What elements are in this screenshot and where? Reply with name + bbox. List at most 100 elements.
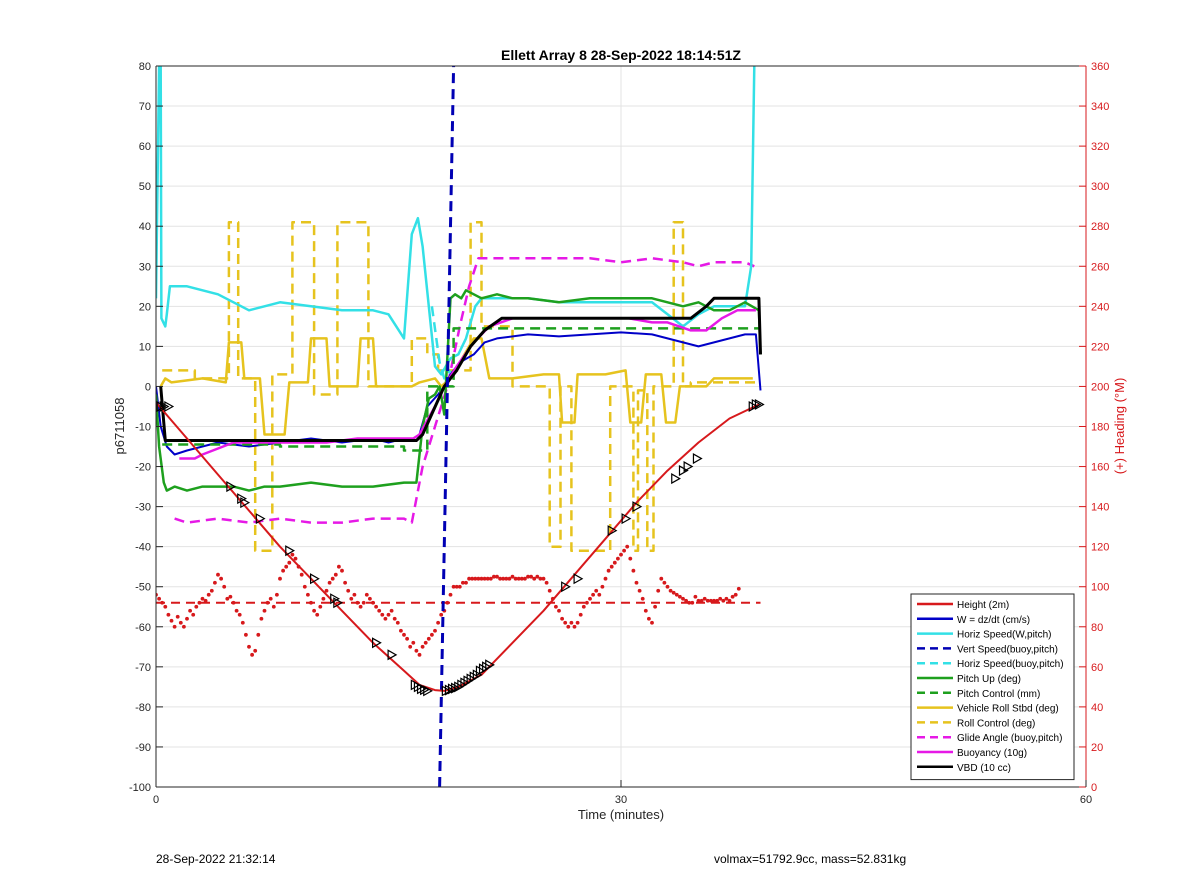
series-roll-control-deg <box>162 220 759 552</box>
height-marker <box>754 398 765 410</box>
heading-point <box>696 598 701 603</box>
legend-label: Horiz Speed(buoy,pitch) <box>957 659 1064 670</box>
heading-point <box>634 580 639 585</box>
heading-point <box>206 592 211 597</box>
y-tick-label-right: 340 <box>1091 101 1109 113</box>
y-tick-label: 10 <box>139 341 151 353</box>
heading-point <box>163 604 168 609</box>
heading-point <box>157 596 162 601</box>
y-tick-label: -50 <box>135 582 151 594</box>
heading-point <box>275 592 279 597</box>
heading-point <box>386 612 391 617</box>
y-tick-label: 80 <box>139 61 151 73</box>
heading-point <box>253 648 258 653</box>
y-tick-label: -100 <box>129 782 151 794</box>
heading-point <box>188 608 193 613</box>
heading-point <box>640 596 645 601</box>
heading-point <box>557 608 561 613</box>
heading-point <box>237 612 242 617</box>
y-axis-label-right: (+) Heading (°M) <box>1112 378 1127 475</box>
y-tick-label-right: 100 <box>1091 582 1109 594</box>
heading-point <box>222 584 227 589</box>
heading-point <box>333 572 338 577</box>
heading-point <box>327 580 332 585</box>
heading-point <box>643 608 648 613</box>
heading-point <box>609 564 614 569</box>
heading-point <box>482 576 487 581</box>
height-marker <box>416 683 427 695</box>
heading-point <box>736 586 741 591</box>
heading-point <box>687 600 692 605</box>
height-marker <box>159 400 170 412</box>
heading-point <box>439 612 444 617</box>
heading-point <box>637 588 642 593</box>
heading-point <box>665 584 670 589</box>
y-tick-label-right: 60 <box>1091 662 1103 674</box>
heading-point <box>569 620 574 625</box>
heading-point <box>650 620 654 625</box>
heading-point <box>240 620 245 625</box>
heading-point <box>516 576 521 581</box>
heading-point <box>405 636 409 641</box>
y-tick-label-right: 220 <box>1091 341 1109 353</box>
y-tick-label-right: 240 <box>1091 301 1109 313</box>
heading-point <box>374 604 378 609</box>
heading-point <box>389 608 394 613</box>
heading-point <box>519 576 524 581</box>
y-tick-label: -30 <box>135 502 151 514</box>
y-tick-label-right: 0 <box>1091 782 1097 794</box>
series-pitch-control-mm <box>162 327 759 452</box>
heading-point <box>191 612 196 617</box>
y-tick-label: 30 <box>139 261 151 273</box>
heading-point <box>473 576 478 581</box>
legend-label: Roll Control (deg) <box>957 718 1035 729</box>
heading-point <box>718 596 723 601</box>
footer-timestamp: 28-Sep-2022 21:32:14 <box>156 852 276 866</box>
heading-point <box>423 640 428 645</box>
legend-label: Glide Angle (buoy,pitch) <box>957 733 1062 744</box>
heading-point <box>436 620 440 625</box>
heading-point <box>507 576 512 581</box>
heading-point <box>724 596 729 601</box>
x-tick-label: 0 <box>153 794 159 806</box>
y-tick-label-right: 300 <box>1091 181 1109 193</box>
y-tick-label-right: 40 <box>1091 702 1103 714</box>
height-marker <box>573 573 584 585</box>
heading-point <box>284 564 289 569</box>
heading-point <box>433 628 437 633</box>
heading-point <box>262 608 267 613</box>
height-marker <box>607 525 618 537</box>
heading-point <box>504 576 509 581</box>
heading-point <box>727 598 732 603</box>
heading-point <box>693 594 698 599</box>
height-marker <box>751 398 762 410</box>
heading-point <box>628 556 633 561</box>
y-tick-label: -90 <box>135 742 151 754</box>
heading-point <box>228 594 233 599</box>
heading-point <box>185 616 189 621</box>
heading-point <box>563 620 568 625</box>
heading-point <box>597 592 602 597</box>
heading-point <box>488 576 493 581</box>
y-tick-label: 60 <box>139 141 151 153</box>
heading-point <box>426 636 431 641</box>
heading-point <box>715 598 719 603</box>
heading-point <box>281 568 285 573</box>
height-marker <box>683 461 694 473</box>
heading-point <box>445 600 450 605</box>
y-tick-label: -80 <box>135 702 151 714</box>
heading-point <box>479 576 484 581</box>
heading-point <box>315 612 320 617</box>
footer-volume-mass: volmax=51792.9cc, mass=52.831kg <box>714 852 907 866</box>
heading-point <box>299 572 304 577</box>
heading-point <box>346 588 351 593</box>
heading-point <box>293 556 298 561</box>
height-marker <box>255 513 266 525</box>
heading-point <box>501 576 506 581</box>
y-tick-label-right: 20 <box>1091 742 1103 754</box>
height-marker <box>387 649 398 661</box>
height-marker <box>472 669 483 681</box>
y-tick-label-right: 260 <box>1091 261 1109 273</box>
heading-point <box>603 576 608 581</box>
heading-point <box>358 604 363 609</box>
